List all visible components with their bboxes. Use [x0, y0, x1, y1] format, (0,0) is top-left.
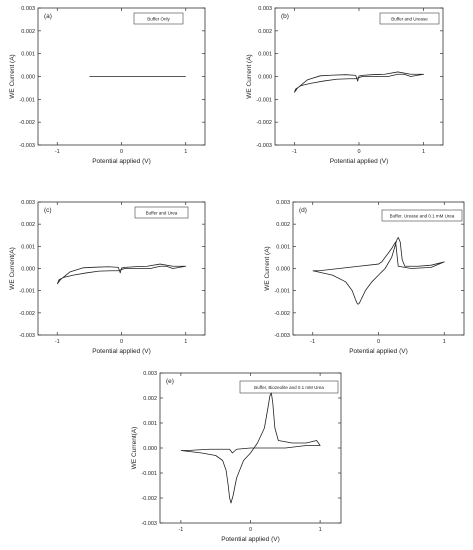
x-tick-label: -1 [310, 339, 315, 345]
y-tick-label: -0.003 [19, 143, 35, 149]
legend-box [134, 206, 189, 219]
data-series-line [180, 392, 321, 504]
y-tick-label: 0.001 [21, 52, 35, 58]
x-tick-label: -1 [292, 149, 297, 155]
y-tick-label: 0.002 [21, 222, 35, 228]
chart-panel: 0.003 0.002 0.001 0.000 -0.001 -0.002 -0.003 -1… [246, 6, 444, 165]
data-series-line [294, 71, 425, 93]
legend-box [133, 12, 184, 25]
y-tick-label: 0.000 [21, 75, 35, 81]
y-tick-label: 0.001 [21, 244, 35, 250]
panel-label: (d) [299, 207, 307, 214]
legend-text: Buffer and Urease [391, 17, 428, 22]
y-tick-label: 0.000 [143, 446, 157, 452]
y-axis-label: WE Current(A) [9, 247, 16, 290]
x-tick-label: 1 [443, 339, 446, 345]
y-tick-label: 0.002 [258, 29, 272, 35]
y-tick-label: 0.000 [21, 267, 35, 273]
x-tick-label: 1 [319, 527, 322, 533]
y-tick-label: -0.001 [256, 97, 272, 103]
x-tick-label: 0 [120, 339, 123, 345]
legend-text: Buffer Only [147, 17, 170, 22]
panel-label: (c) [44, 207, 52, 214]
y-tick-label: 0.002 [21, 29, 35, 35]
panel-label: (e) [166, 378, 174, 385]
y-tick-label: -0.002 [274, 311, 290, 317]
y-tick-label: -0.003 [274, 333, 290, 339]
legend-text: Buffer, Urease and 0.1 mM Urea [390, 214, 455, 219]
y-tick-label: -0.002 [19, 311, 35, 317]
x-axis-label: Potential applied (V) [92, 158, 151, 165]
legend-text: Buffer and Urea [146, 211, 178, 216]
chart-panel: 0.003 0.002 0.001 0.000 -0.001 -0.002 -0.003 -1… [264, 200, 465, 355]
legend-box [239, 380, 339, 394]
plot-frame [292, 201, 465, 336]
y-tick-label: 0.001 [258, 52, 272, 58]
y-axis-label: WE Current (A) [264, 246, 271, 290]
y-tick-label: 0.002 [276, 222, 290, 228]
y-tick-label: 0.003 [143, 371, 157, 377]
chart-panel: 0.003 0.002 0.001 0.000 -0.001 -0.002 -0.003 -1… [9, 6, 206, 165]
y-tick-label: -0.001 [19, 289, 35, 295]
x-tick-label: -1 [178, 527, 183, 533]
y-tick-label: -0.002 [256, 120, 272, 126]
chart-panel: 0.003 0.002 0.001 0.000 -0.001 -0.002 -0.003 -1… [131, 371, 342, 543]
y-axis-label: WE Current(A) [131, 427, 138, 470]
x-tick-label: -1 [55, 149, 60, 155]
y-tick-label: -0.002 [19, 120, 35, 126]
legend-box [381, 209, 463, 222]
y-tick-label: -0.003 [256, 143, 272, 149]
y-tick-label: 0.000 [258, 75, 272, 81]
y-axis-label: WE Current (A) [9, 54, 16, 98]
x-axis-label: Potential applied (V) [92, 348, 151, 355]
x-axis-label: Potential applied (V) [221, 536, 280, 543]
x-tick-label: 0 [120, 149, 123, 155]
x-axis-label: Potential applied (V) [349, 348, 408, 355]
x-tick-label: 1 [422, 149, 425, 155]
y-tick-label: 0.003 [21, 6, 35, 12]
y-tick-label: 0.003 [21, 200, 35, 206]
y-tick-label: -0.003 [19, 333, 35, 339]
panel-label: (b) [281, 13, 289, 20]
y-tick-label: 0.003 [276, 200, 290, 206]
y-tick-label: -0.003 [141, 521, 157, 527]
legend-text: Buffer, Biozeolite and 0.1 mM Urea [254, 385, 324, 390]
y-tick-label: 0.001 [143, 421, 157, 427]
x-tick-label: 0 [377, 339, 380, 345]
y-tick-label: 0.002 [143, 396, 157, 402]
y-tick-label: 0.001 [276, 244, 290, 250]
data-series-line [56, 263, 187, 285]
panel-label: (a) [44, 13, 52, 20]
data-series-line [312, 237, 445, 305]
y-axis-label: WE Current (A) [246, 54, 253, 98]
x-tick-label: -1 [55, 339, 60, 345]
y-tick-label: 0.000 [276, 267, 290, 273]
chart-panel: 0.003 0.002 0.001 0.000 -0.001 -0.002 -0.003 -1… [9, 200, 206, 355]
y-tick-label: -0.001 [19, 97, 35, 103]
x-tick-label: 0 [357, 149, 360, 155]
y-tick-label: 0.003 [258, 6, 272, 12]
x-tick-label: 1 [184, 339, 187, 345]
y-tick-label: -0.001 [141, 471, 157, 477]
x-axis-label: Potential applied (V) [330, 158, 389, 165]
y-tick-label: -0.001 [274, 289, 290, 295]
x-tick-label: 0 [249, 527, 252, 533]
x-tick-label: 1 [184, 149, 187, 155]
legend-box [379, 12, 440, 25]
y-tick-label: -0.002 [141, 496, 157, 502]
